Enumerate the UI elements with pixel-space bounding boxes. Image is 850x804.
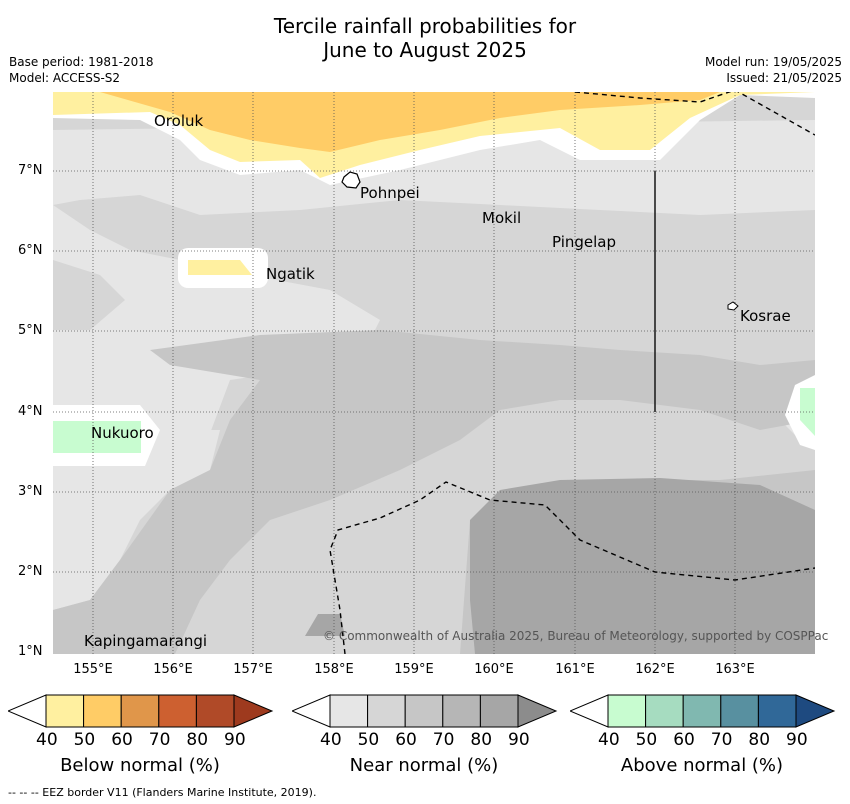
place-label-pohnpei: Pohnpei [360, 184, 420, 202]
lon-tick-label: 157°E [233, 662, 273, 677]
place-label-pingelap: Pingelap [552, 233, 617, 251]
eez-footnote: -- -- -- EEZ border V11 (Flanders Marine… [8, 786, 317, 799]
colorbar-3 [570, 694, 836, 728]
lat-tick-label: 2°N [18, 564, 43, 579]
lon-tick-label: 155°E [73, 662, 113, 677]
colorbar-high-extend [517, 694, 558, 728]
colorbar-tick-label: 50 [73, 730, 96, 750]
place-label-ngatik: Ngatik [266, 265, 315, 283]
ngatik-below-normal-patch [188, 260, 252, 275]
colorbar-swatch [479, 694, 519, 728]
colorbar-tick-label: 60 [111, 730, 133, 750]
colorbar-swatch [83, 694, 122, 728]
colorbar-swatch [757, 694, 797, 728]
place-label-mokil: Mokil [482, 209, 522, 227]
colorbar-tick-label: 90 [786, 730, 808, 750]
model-run: Model run: 19/05/2025 [704, 55, 842, 69]
lon-tick-label: 163°E [715, 662, 755, 677]
model-name: Model: ACCESS-S2 [9, 71, 121, 85]
colorbar-swatch [120, 694, 160, 728]
place-label-oroluk: Oroluk [154, 112, 204, 130]
lon-tick-label: 156°E [153, 662, 193, 677]
colorbar-swatch [329, 694, 369, 728]
lon-tick-label: 158°E [314, 662, 354, 677]
near-normal-40-west [53, 205, 380, 460]
colorbar-tick-label: 80 [470, 730, 493, 750]
map-title-line2: June to August 2025 [323, 38, 527, 62]
colorbar-swatch [195, 694, 235, 728]
lat-tick-label: 1°N [18, 644, 43, 659]
colorbar-tick-label: 70 [148, 730, 171, 750]
colorbar-swatch [45, 694, 85, 728]
below-normal-50-region [100, 92, 720, 152]
place-label-kapingamarangi: Kapingamarangi [84, 632, 208, 650]
near-normal-70-region [470, 478, 815, 654]
colorbar-tick-label: 70 [432, 730, 455, 750]
colorbar-tick-label: 80 [186, 730, 209, 750]
colorbar-2 [292, 694, 558, 728]
colorbar-high-extend [795, 694, 836, 728]
colorbar-swatch [158, 694, 197, 728]
map-fill [53, 92, 815, 654]
lat-tick-label: 7°N [18, 163, 43, 178]
lon-tick-label: 160°E [474, 662, 514, 677]
lon-tick-label: 162°E [635, 662, 675, 677]
colorbar-title: Near normal (%) [349, 755, 499, 776]
colorbar-tick-label: 60 [395, 730, 417, 750]
colorbar-tick-label: 90 [224, 730, 246, 750]
place-label-kosrae: Kosrae [740, 307, 791, 325]
eez-border-north [574, 92, 815, 136]
nukuoro-above-normal-patch [53, 421, 141, 453]
place-label-nukuoro: Nukuoro [91, 424, 154, 442]
lat-tick-label: 3°N [18, 484, 43, 499]
colorbar-swatch [404, 694, 444, 728]
lat-tick-label: 6°N [18, 243, 43, 258]
map-title-line1: Tercile rainfall probabilities for [273, 14, 577, 38]
colorbar-title: Above normal (%) [620, 755, 784, 776]
near-normal-40-southwest [53, 430, 220, 610]
colorbar-tick-label: 70 [710, 730, 733, 750]
colorbar-swatch [442, 694, 481, 728]
colorbar-low-extend [292, 694, 331, 728]
colorbar-tick-label: 40 [598, 730, 620, 750]
colorbar-swatch [645, 694, 684, 728]
colorbar-tick-label: 50 [357, 730, 380, 750]
kosrae-island-shape [727, 301, 739, 311]
eez-border-south [329, 481, 815, 654]
colorbar-tick-label: 40 [36, 730, 58, 750]
graticule [53, 92, 815, 654]
colorbar-tick-label: 60 [673, 730, 695, 750]
colorbar-1 [8, 694, 274, 728]
colorbar-swatch [682, 694, 722, 728]
colorbar-tick-label: 50 [635, 730, 658, 750]
colorbar-tick-label: 90 [508, 730, 530, 750]
lon-tick-label: 161°E [555, 662, 595, 677]
colorbar-high-extend [233, 694, 274, 728]
colorbar-swatch [607, 694, 647, 728]
colorbar-low-extend [8, 694, 47, 728]
issued-date: Issued: 21/05/2025 [726, 71, 842, 85]
near-normal-70-patch [305, 614, 345, 636]
lat-tick-label: 4°N [18, 404, 43, 419]
colorbar-title: Below normal (%) [60, 755, 220, 776]
base-period: Base period: 1981-2018 [9, 55, 154, 69]
lat-tick-label: 5°N [18, 323, 43, 338]
colorbar-low-extend [570, 694, 609, 728]
colorbar-swatch [367, 694, 406, 728]
colorbar-tick-label: 40 [320, 730, 342, 750]
east-above-normal-patch [800, 388, 815, 436]
copyright-text: © Commonwealth of Australia 2025, Bureau… [323, 629, 829, 643]
colorbar-swatch [720, 694, 759, 728]
pohnpei-island-shape [341, 171, 361, 189]
colorbar-tick-label: 80 [748, 730, 771, 750]
lon-tick-label: 159°E [394, 662, 434, 677]
